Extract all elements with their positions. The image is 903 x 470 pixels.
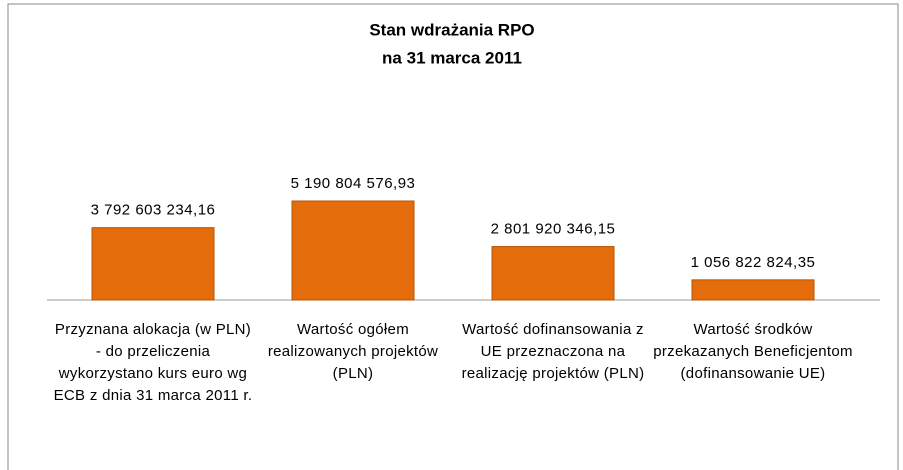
bar <box>91 227 215 301</box>
value-label: 2 801 920 346,15 <box>491 221 616 238</box>
chart-subtitle: na 31 marca 2011 <box>382 48 522 67</box>
category-label: Wartość środków przekazanych Beneficjent… <box>653 321 853 382</box>
bar <box>691 279 815 301</box>
category-label: Przyznana alokacja (w PLN) - do przelicz… <box>53 321 253 404</box>
bar <box>291 200 415 301</box>
value-label: 1 056 822 824,35 <box>691 254 816 271</box>
chart-frame <box>7 3 899 470</box>
bar <box>491 246 615 301</box>
chart-title: Stan wdrażania RPO <box>369 20 534 39</box>
value-label: 5 190 804 576,93 <box>291 175 416 192</box>
category-label: Wartość dofinansowania z UE przeznaczona… <box>461 321 645 382</box>
category-label: Wartość ogółem realizowanych projektów (… <box>267 321 439 382</box>
value-label: 3 792 603 234,16 <box>91 202 216 219</box>
